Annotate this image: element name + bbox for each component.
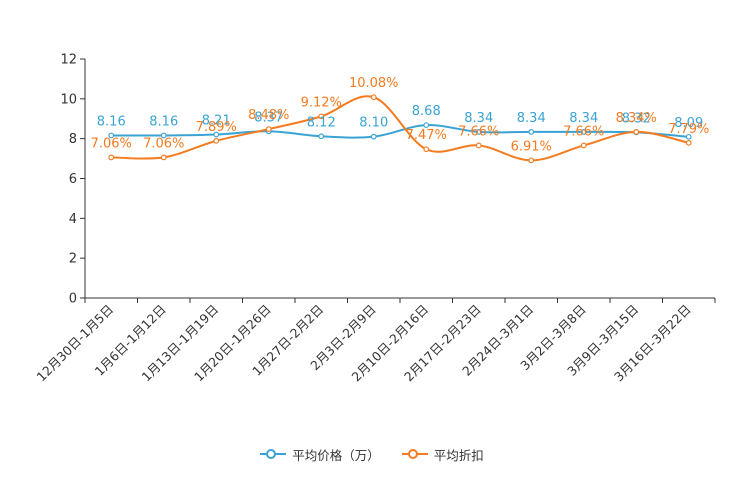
data-label-price: 8.16 (97, 114, 126, 129)
data-point-price (213, 131, 220, 138)
data-point-discount (580, 142, 587, 149)
data-label-price: 8.68 (412, 104, 441, 119)
data-point-discount (423, 146, 430, 153)
data-label-discount: 7.89% (196, 120, 237, 135)
legend-label-discount: 平均折扣 (433, 447, 484, 463)
legend-swatch-price (260, 447, 287, 461)
y-tick-label: 12 (60, 53, 77, 68)
data-label-price: 8.09 (674, 116, 703, 131)
data-label-discount: 8.34% (616, 111, 657, 126)
data-label-price: 8.10 (359, 116, 388, 131)
data-label-price: 8.34 (464, 111, 493, 126)
data-point-discount (318, 113, 325, 120)
data-label-price: 8.21 (202, 113, 231, 128)
data-label-price: 8.16 (149, 114, 178, 129)
data-point-discount (265, 126, 272, 133)
data-point-price (370, 133, 377, 140)
data-label-discount: 7.79% (668, 122, 709, 137)
data-point-discount (370, 94, 377, 101)
y-tick-label: 6 (69, 172, 77, 187)
data-point-price (108, 132, 115, 139)
series-line-price (111, 124, 689, 139)
data-label-discount: 7.47% (406, 128, 447, 143)
data-point-discount (475, 142, 482, 149)
data-label-discount: 7.06% (143, 136, 184, 151)
data-label-price: 8.37 (254, 110, 283, 125)
data-label-discount: 9.12% (301, 95, 342, 110)
data-label-discount: 7.06% (91, 136, 132, 151)
data-label-discount: 10.08% (349, 76, 399, 91)
data-point-price (160, 132, 167, 139)
data-point-price (318, 133, 325, 140)
data-label-discount: 7.66% (563, 124, 604, 139)
series-line-discount (111, 95, 689, 162)
data-label-discount: 6.91% (511, 139, 552, 154)
data-point-discount (685, 139, 692, 146)
y-tick-label: 0 (69, 292, 77, 307)
data-point-price (528, 128, 535, 135)
y-tick-label: 2 (69, 252, 77, 267)
y-tick-label: 4 (69, 212, 77, 227)
legend-label-price: 平均价格（万） (292, 447, 380, 463)
data-label-discount: 7.66% (458, 124, 499, 139)
data-point-discount (213, 137, 220, 144)
y-tick-label: 8 (69, 132, 77, 147)
data-label-price: 8.34 (569, 111, 598, 126)
legend-item-price[interactable]: 平均价格（万） (260, 445, 380, 464)
data-point-discount (108, 154, 115, 161)
data-point-price (685, 133, 692, 140)
data-label-price: 8.12 (307, 115, 336, 130)
data-point-price (423, 122, 430, 129)
data-label-price: 8.34 (517, 111, 546, 126)
data-point-price (475, 128, 482, 135)
data-point-discount (528, 157, 535, 164)
data-point-discount (633, 128, 640, 135)
y-tick-label: 10 (60, 92, 77, 107)
legend-swatch-discount (401, 447, 428, 461)
data-label-discount: 8.48% (248, 108, 289, 123)
data-point-price (580, 128, 587, 135)
line-chart: 02468101212月30日-1月5日1月6日-1月12日1月13日-1月19… (33, 53, 716, 384)
legend-item-discount[interactable]: 平均折扣 (401, 445, 484, 464)
data-label-price: 8.32 (622, 111, 651, 126)
data-point-discount (160, 154, 167, 161)
chart-legend: 平均价格（万） 平均折扣 (0, 444, 744, 464)
